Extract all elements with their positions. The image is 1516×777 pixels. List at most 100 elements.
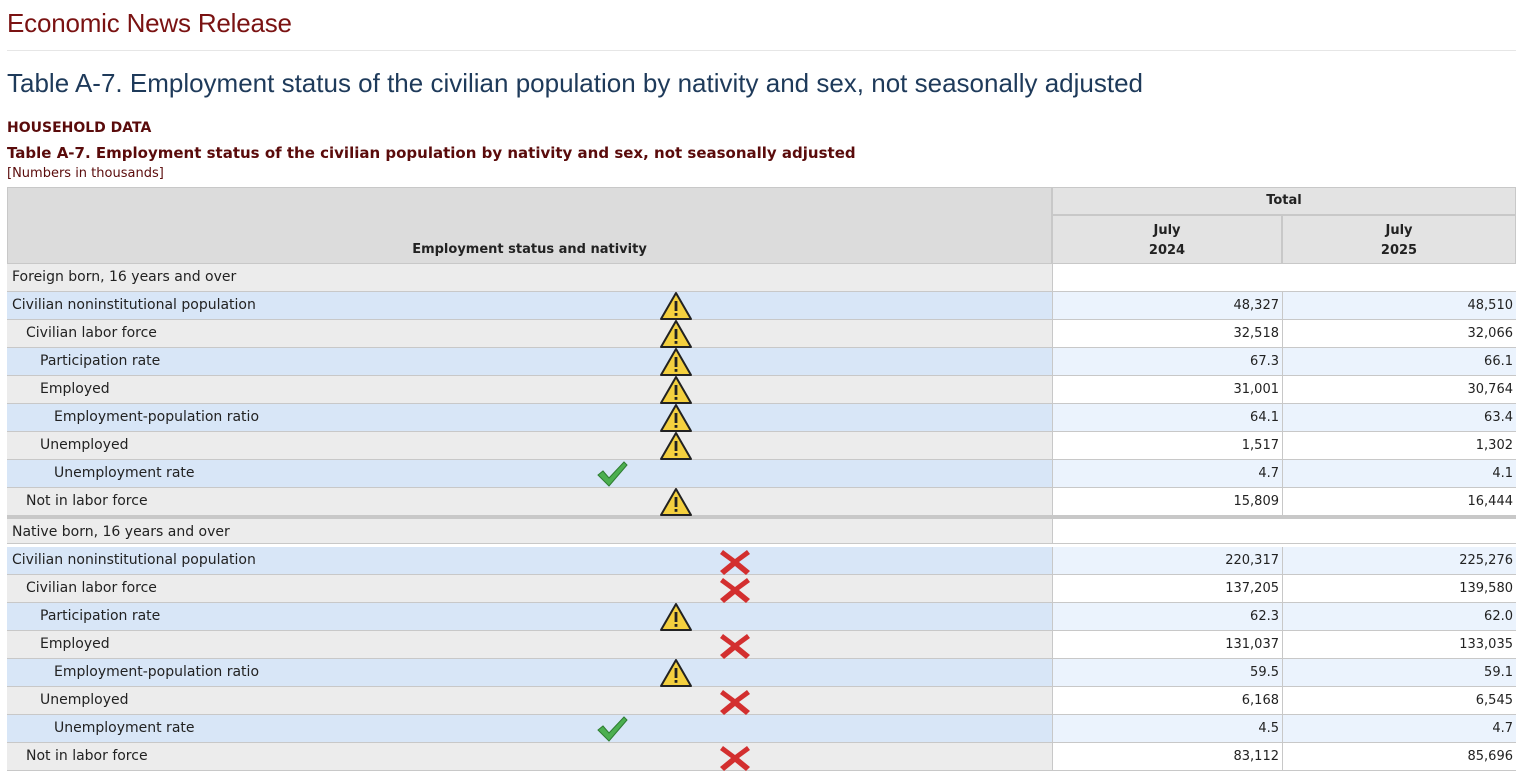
value-2024: 4.7 [1052, 460, 1282, 488]
table-row: Unemployment rate 4.5 4.7 [7, 715, 1516, 743]
value-2024: 62.3 [1052, 603, 1282, 631]
value-2024: 220,317 [1052, 547, 1282, 575]
row-label: Employment-population ratio [7, 659, 1052, 687]
row-label: Not in labor force [7, 488, 1052, 516]
table-row: Civilian noninstitutional population 220,… [7, 547, 1516, 575]
value-2024: 137,205 [1052, 575, 1282, 603]
cross-icon [720, 550, 750, 575]
stub-header: Employment status and nativity [7, 187, 1052, 264]
column-header-year: 2025 [1380, 243, 1418, 258]
value-2024: 15,809 [1052, 488, 1282, 516]
row-label: Unemployed [7, 432, 1052, 460]
warning-icon [660, 292, 692, 320]
row-label: Participation rate [7, 348, 1052, 376]
header-divider [7, 50, 1516, 51]
value-2025: 133,035 [1282, 631, 1516, 659]
table-row: Not in labor force 83,112 85,696 [7, 743, 1516, 771]
value-2025: 63.4 [1282, 404, 1516, 432]
group-header-total: Total [1052, 187, 1516, 215]
row-label: Employed [7, 376, 1052, 404]
value-2025: 16,444 [1282, 488, 1516, 516]
row-label: Participation rate [7, 603, 1052, 631]
row-label: Employed [7, 631, 1052, 659]
column-header-2025: July 2025 [1282, 215, 1516, 264]
section-label: Foreign born, 16 years and over [7, 264, 1052, 292]
warning-icon [660, 432, 692, 460]
value-2025: 1,302 [1282, 432, 1516, 460]
row-label: Unemployment rate [7, 460, 1052, 488]
warning-icon [660, 348, 692, 376]
table-row: Unemployed 6,168 6,545 [7, 687, 1516, 715]
row-label: Employment-population ratio [7, 404, 1052, 432]
table-row: Unemployed 1,517 1,302 [7, 432, 1516, 460]
row-label: Not in labor force [7, 743, 1052, 771]
value-2025: 30,764 [1282, 376, 1516, 404]
row-label: Civilian noninstitutional population [7, 547, 1052, 575]
warning-icon [660, 603, 692, 631]
table-row: Unemployment rate 4.7 4.1 [7, 460, 1516, 488]
value-2024: 4.5 [1052, 715, 1282, 743]
value-2024: 67.3 [1052, 348, 1282, 376]
cross-icon [720, 746, 750, 771]
warning-icon [660, 376, 692, 404]
warning-icon [660, 320, 692, 348]
value-2025: 85,696 [1282, 743, 1516, 771]
table-row: Employed 31,001 30,764 [7, 376, 1516, 404]
value-2025: 62.0 [1282, 603, 1516, 631]
cross-icon [720, 690, 750, 715]
column-header-year: 2024 [1148, 243, 1186, 258]
row-label: Unemployment rate [7, 715, 1052, 743]
table-row: Civilian noninstitutional population 48,3… [7, 292, 1516, 320]
column-header-month: July [1153, 223, 1181, 238]
table-row: Civilian labor force 32,518 32,066 [7, 320, 1516, 348]
cross-icon [720, 578, 750, 603]
value-2024: 64.1 [1052, 404, 1282, 432]
value-2025: 225,276 [1282, 547, 1516, 575]
warning-icon [660, 488, 692, 516]
value-2024: 83,112 [1052, 743, 1282, 771]
value-2024: 48,327 [1052, 292, 1282, 320]
value-2024: 59.5 [1052, 659, 1282, 687]
table-category: HOUSEHOLD DATA [7, 120, 152, 136]
row-label: Civilian labor force [7, 320, 1052, 348]
stub-header-label: Employment status and nativity [412, 242, 647, 257]
value-2025: 48,510 [1282, 292, 1516, 320]
section-blank-cell [1052, 264, 1516, 292]
table-title: Table A-7. Employment status of the civi… [7, 144, 856, 162]
column-header-2024: July 2024 [1052, 215, 1282, 264]
value-2025: 4.7 [1282, 715, 1516, 743]
section-blank-cell [1052, 516, 1516, 544]
warning-icon [660, 659, 692, 687]
row-label: Civilian labor force [7, 575, 1052, 603]
section-label: Native born, 16 years and over [7, 516, 1052, 544]
checkmark-icon [597, 716, 628, 742]
page-title: Table A-7. Employment status of the civi… [7, 68, 1143, 98]
value-2024: 131,037 [1052, 631, 1282, 659]
value-2025: 4.1 [1282, 460, 1516, 488]
value-2024: 32,518 [1052, 320, 1282, 348]
table-row: Not in labor force 15,809 16,444 [7, 488, 1516, 516]
value-2025: 32,066 [1282, 320, 1516, 348]
release-title: Economic News Release [7, 8, 292, 38]
value-2024: 1,517 [1052, 432, 1282, 460]
value-2025: 6,545 [1282, 687, 1516, 715]
table-row: Participation rate 67.3 66.1 [7, 348, 1516, 376]
section-row: Foreign born, 16 years and over [7, 264, 1516, 292]
table-units: [Numbers in thousands] [7, 166, 164, 181]
table-row: Civilian labor force 137,205 139,580 [7, 575, 1516, 603]
table-row: Employment-population ratio 59.5 59.1 [7, 659, 1516, 687]
row-label: Unemployed [7, 687, 1052, 715]
section-row: Native born, 16 years and over [7, 516, 1516, 544]
table-row: Employment-population ratio 64.1 63.4 [7, 404, 1516, 432]
value-2024: 31,001 [1052, 376, 1282, 404]
value-2024: 6,168 [1052, 687, 1282, 715]
column-header-month: July [1385, 223, 1413, 238]
warning-icon [660, 404, 692, 432]
cross-icon [720, 634, 750, 659]
table-row: Participation rate 62.3 62.0 [7, 603, 1516, 631]
value-2025: 139,580 [1282, 575, 1516, 603]
value-2025: 59.1 [1282, 659, 1516, 687]
table-row: Employed 131,037 133,035 [7, 631, 1516, 659]
value-2025: 66.1 [1282, 348, 1516, 376]
row-label: Civilian noninstitutional population [7, 292, 1052, 320]
